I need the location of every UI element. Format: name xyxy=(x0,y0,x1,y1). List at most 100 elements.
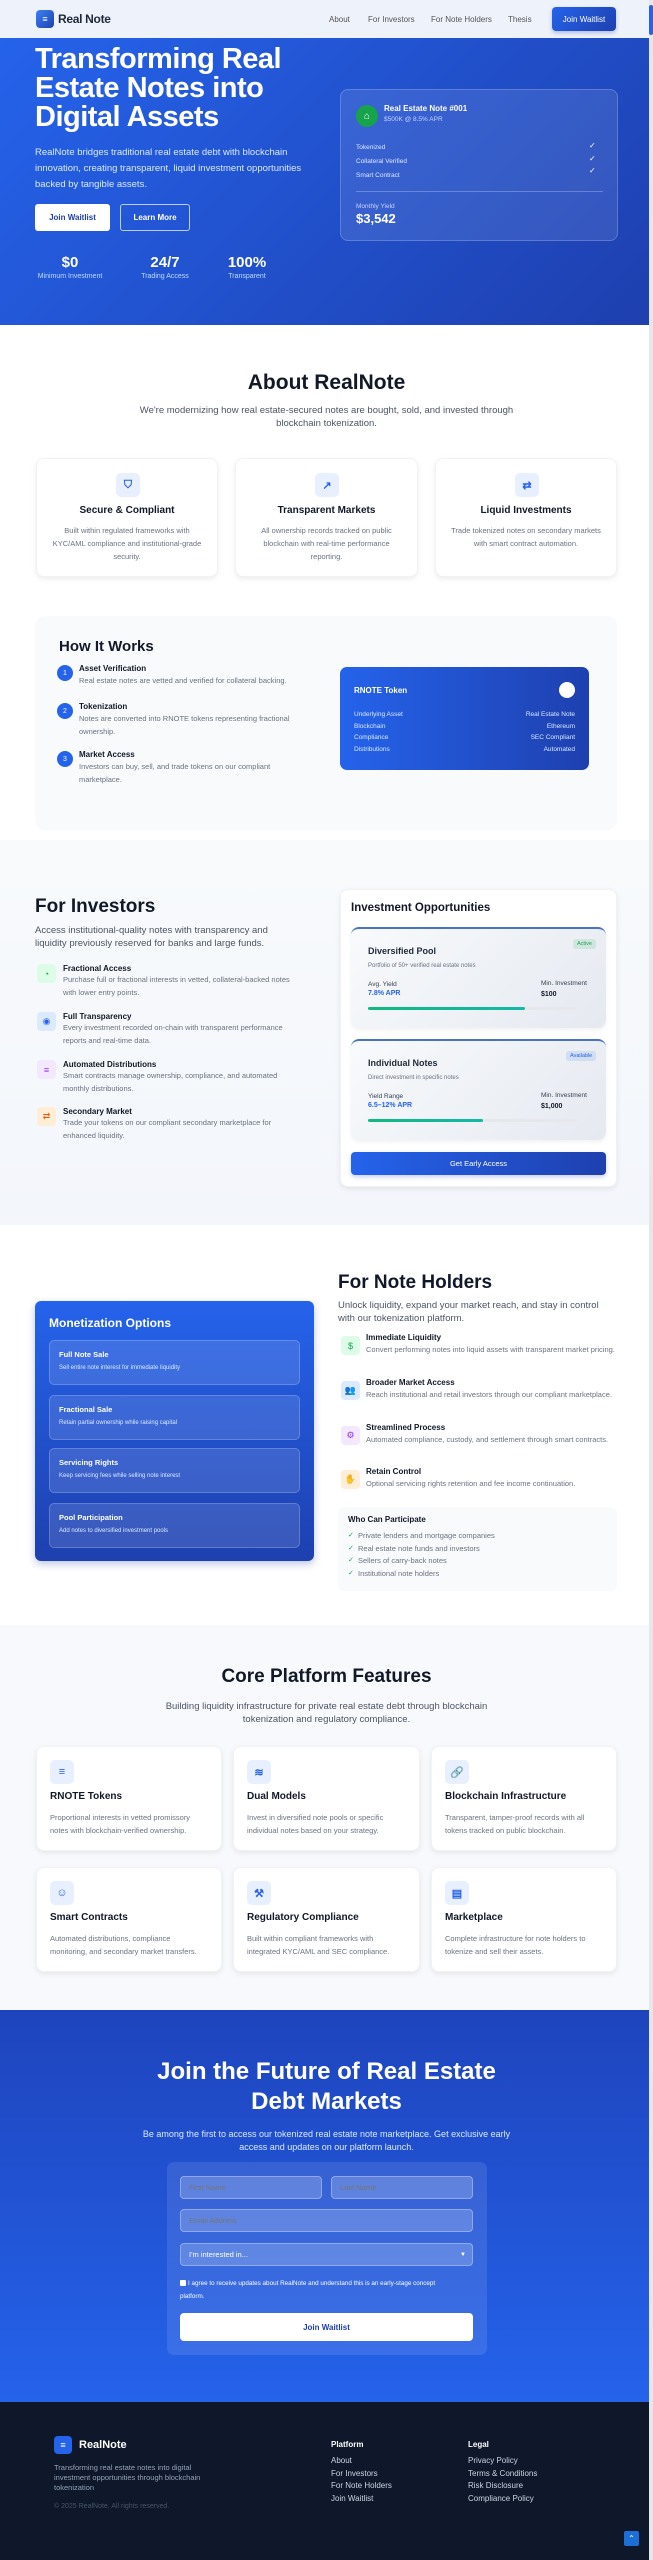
gavel-icon: ⚒ xyxy=(247,1881,271,1905)
progress-fill xyxy=(368,1007,525,1010)
cta-desc: Be among the first to access our tokeniz… xyxy=(142,2129,511,2152)
scrollbar[interactable] xyxy=(649,0,653,2560)
feature-card-desc: Automated distributions, compliance moni… xyxy=(50,1934,197,1956)
card-title: Transparent Markets xyxy=(277,505,376,516)
footer xyxy=(0,2402,653,2560)
footer-link[interactable]: About xyxy=(331,2456,352,2465)
monetization-title: Monetization Options xyxy=(49,1316,171,1330)
token-title: RNOTE Token xyxy=(354,686,408,695)
footer-logo-icon: ≡ xyxy=(54,2436,72,2454)
email-input[interactable] xyxy=(180,2209,473,2232)
feature-card-desc: Transparent, tamper-proof records with a… xyxy=(445,1813,585,1835)
feature-desc: Reach institutional and retail investors… xyxy=(366,1390,612,1399)
feature-desc: Convert performing notes into liquid ass… xyxy=(366,1345,615,1354)
footer-desc: Transforming real estate notes into digi… xyxy=(54,2463,201,2492)
get-early-access-button[interactable]: Get Early Access xyxy=(351,1152,606,1175)
feature-title: Secondary Market xyxy=(63,1107,132,1116)
pool-card[interactable] xyxy=(351,1039,606,1140)
hero-learn-more-button[interactable]: Learn More xyxy=(120,204,190,231)
step-title: Market Access xyxy=(79,750,135,759)
coins-icon: ≡ xyxy=(37,1060,56,1079)
footer-link[interactable]: For Investors xyxy=(331,2468,378,2478)
check-icon: ✓ xyxy=(348,1570,354,1578)
interest-select[interactable]: I'm interested in... ▼ xyxy=(180,2243,473,2266)
yield-value: $3,542 xyxy=(356,211,396,226)
who-item: Institutional note holders xyxy=(358,1569,440,1579)
step-desc: Notes are converted into RNOTE tokens re… xyxy=(79,714,290,736)
who-item: Real estate note funds and investors xyxy=(358,1543,480,1553)
step-number: 3 xyxy=(57,751,73,767)
investors-title: For Investors xyxy=(35,896,156,917)
feature-card-title: Regulatory Compliance xyxy=(247,1912,359,1923)
interest-select-value: I'm interested in... xyxy=(189,2250,248,2259)
holders-desc: Unlock liquidity, expand your market rea… xyxy=(338,1300,599,1324)
monetization-option[interactable] xyxy=(49,1503,300,1548)
footer-link[interactable]: Join Waitlist xyxy=(331,2493,374,2503)
hero-join-waitlist-button[interactable]: Join Waitlist xyxy=(35,204,110,231)
yield-label: Yield Range xyxy=(368,1093,404,1100)
stat-label: Transparent xyxy=(228,273,266,280)
footer-link[interactable]: For Note Holders xyxy=(331,2481,392,2491)
card-desc: All ownership records tracked on public … xyxy=(261,526,392,561)
nav-join-waitlist-button[interactable]: Join Waitlist xyxy=(552,7,616,31)
link-icon: 🔗 xyxy=(445,1760,469,1784)
features-subtitle: Building liquidity infrastructure for pr… xyxy=(165,1701,488,1725)
monetization-option[interactable] xyxy=(49,1448,300,1493)
option-title: Servicing Rights xyxy=(59,1458,119,1467)
yield-value: 7.8% APR xyxy=(368,990,401,997)
footer-copyright: © 2025 RealNote. All rights reserved. xyxy=(54,2503,170,2510)
token-row-label: Distributions xyxy=(354,745,390,753)
caret-down-icon: ▼ xyxy=(460,2251,466,2258)
hero-description: RealNote bridges traditional real estate… xyxy=(35,147,302,190)
progress-fill xyxy=(368,1119,483,1122)
token-row-value: Real Estate Note xyxy=(525,711,575,718)
check-icon: ✓ xyxy=(589,154,596,163)
consent-checkbox[interactable] xyxy=(180,2280,186,2286)
who-title: Who Can Participate xyxy=(348,1515,426,1524)
monetization-option[interactable] xyxy=(49,1340,300,1385)
feature-desc: Every investment recorded on-chain with … xyxy=(63,1023,283,1045)
about-title: About RealNote xyxy=(247,371,406,394)
footer-link[interactable]: Compliance Policy xyxy=(468,2493,534,2503)
feature-card-desc: Complete infrastructure for note holders… xyxy=(445,1934,586,1956)
step-title: Tokenization xyxy=(79,702,128,711)
back-to-top-button[interactable]: ⌃ xyxy=(624,2531,639,2546)
logo-icon[interactable]: ≡ xyxy=(36,10,54,28)
pool-card[interactable] xyxy=(351,927,606,1028)
scrollbar-thumb[interactable] xyxy=(649,5,653,35)
features-title: Core Platform Features xyxy=(221,1666,432,1687)
card-desc: Built within regulated frameworks with K… xyxy=(52,526,202,561)
pool-name: Diversified Pool xyxy=(368,946,437,956)
consent-text: I agree to receive updates about RealNot… xyxy=(180,2280,436,2300)
how-title: How It Works xyxy=(59,638,154,655)
robot-icon: ☺ xyxy=(50,1881,74,1905)
who-can-participate-box xyxy=(338,1507,617,1591)
footer-link[interactable]: Terms & Conditions xyxy=(468,2468,538,2478)
card-desc: Trade tokenized notes on secondary marke… xyxy=(451,526,601,548)
pool-desc: Portfolio of 50+ verified real estate no… xyxy=(368,963,476,969)
note-title: Real Estate Note #001 xyxy=(384,104,468,113)
gears-icon: ⚙ xyxy=(341,1426,360,1445)
nav-for-note-holders[interactable]: For Note Holders xyxy=(431,15,492,24)
footer-link[interactable]: Risk Disclosure xyxy=(468,2481,524,2491)
about-subtitle: We're modernizing how real estate-secure… xyxy=(139,405,514,429)
brand-name[interactable]: Real Note xyxy=(58,12,111,26)
first-name-input[interactable] xyxy=(180,2176,322,2199)
check-label: Smart Contract xyxy=(356,172,400,179)
feature-title: Immediate Liquidity xyxy=(366,1333,442,1342)
footer-platform-title: Platform xyxy=(331,2440,364,2449)
note-card xyxy=(340,89,618,241)
step-number: 2 xyxy=(57,703,73,719)
form-join-waitlist-button[interactable]: Join Waitlist xyxy=(180,2313,473,2341)
navbar xyxy=(0,0,653,38)
feature-title: Fractional Access xyxy=(63,964,132,973)
nav-about[interactable]: About xyxy=(329,15,350,24)
pie-chart-icon: ◔ xyxy=(37,964,56,983)
card-title: Secure & Compliant xyxy=(79,505,175,516)
last-name-input[interactable] xyxy=(331,2176,473,2199)
nav-thesis[interactable]: Thesis xyxy=(508,15,532,24)
nav-for-investors[interactable]: For Investors xyxy=(368,15,415,24)
monetization-option[interactable] xyxy=(49,1395,300,1440)
min-label: Min. Investment xyxy=(541,1092,587,1099)
footer-link[interactable]: Privacy Policy xyxy=(468,2456,518,2465)
